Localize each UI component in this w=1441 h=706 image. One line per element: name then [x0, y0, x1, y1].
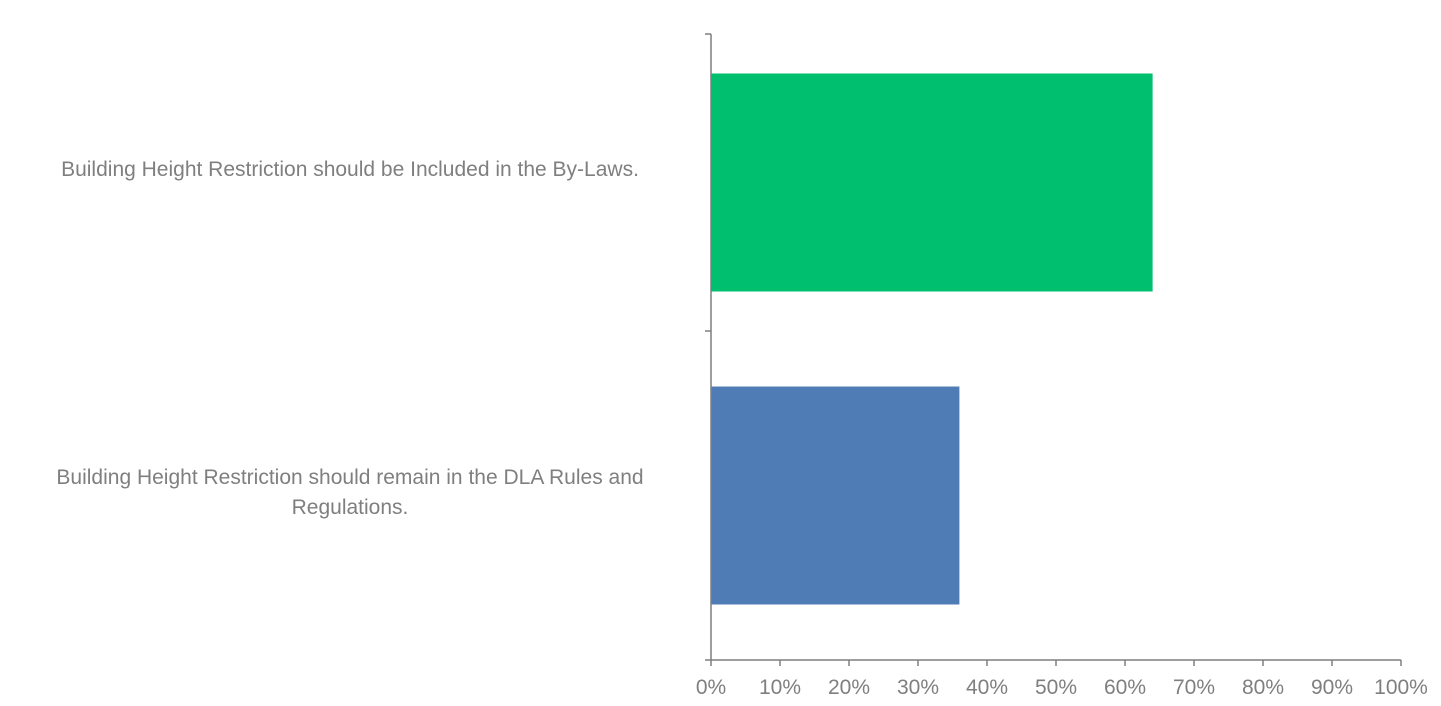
bar-0: [711, 73, 1153, 292]
x-tick-label-7: 70%: [1173, 676, 1215, 699]
x-tick-label-8: 80%: [1242, 676, 1284, 699]
x-tick-label-5: 50%: [1035, 676, 1077, 699]
x-tick-label-6: 60%: [1104, 676, 1146, 699]
bar-1: [711, 386, 960, 605]
x-tick-label-10: 100%: [1374, 676, 1428, 699]
category-label-included-in-bylaws: Building Height Restriction should be In…: [61, 158, 639, 181]
x-tick-label-9: 90%: [1311, 676, 1353, 699]
x-tick-label-0: 0%: [696, 676, 726, 699]
x-tick-label-3: 30%: [897, 676, 939, 699]
x-tick-label-4: 40%: [966, 676, 1008, 699]
x-tick-label-2: 20%: [828, 676, 870, 699]
category-label-remain-in-dla-rules: Building Height Restriction should remai…: [56, 466, 644, 519]
x-tick-label-1: 10%: [759, 676, 801, 699]
